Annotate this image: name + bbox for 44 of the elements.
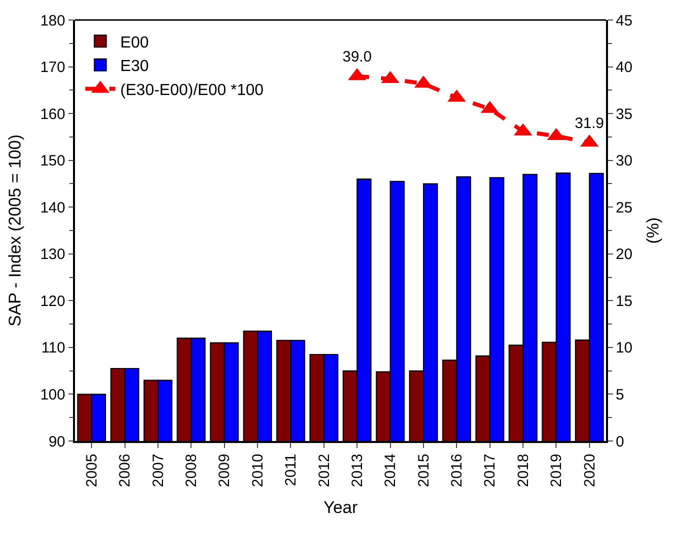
y2-tick-label: 40: [616, 59, 632, 76]
y-tick-label: 180: [40, 12, 66, 30]
y2-tick-label: 0: [616, 433, 624, 450]
y-tick-label: 160: [40, 106, 66, 123]
y2-tick-label: 10: [616, 340, 632, 357]
y-tick-label: 150: [40, 152, 66, 170]
data-label: 39.0: [342, 48, 372, 66]
data-label: 31.9: [574, 114, 604, 132]
x-axis-title: Year: [323, 498, 358, 518]
y2-tick-label: 25: [616, 199, 632, 216]
y-axis-title: SAP - Index (2005 = 100): [5, 134, 24, 327]
x-tick-label: 2018: [514, 454, 532, 488]
x-tick-label: 2008: [183, 454, 200, 488]
x-tick-label: 2013: [348, 454, 366, 488]
y2-tick-label: 45: [616, 12, 632, 30]
legend-label: E30: [120, 58, 149, 76]
y2-tick-label: 15: [616, 292, 632, 310]
y2-tick-label: 20: [616, 246, 632, 264]
x-tick-label: 2006: [116, 454, 134, 488]
x-tick-label: 2014: [382, 454, 400, 488]
y-tick-label: 110: [41, 340, 66, 357]
x-tick-label: 2007: [150, 454, 167, 488]
y2-tick-label: 30: [616, 152, 632, 170]
y2-axis-title: (%): [643, 217, 662, 244]
x-tick-label: 2016: [448, 454, 466, 488]
y2-tick-label: 5: [616, 386, 624, 404]
x-tick-label: 2015: [415, 454, 432, 488]
y-tick-label: 140: [40, 199, 66, 216]
legend-label: (E30-E00)/E00 *100: [120, 82, 264, 99]
y2-tick-label: 35: [616, 106, 632, 123]
x-tick-label: 2011: [282, 454, 300, 486]
y-tick-label: 130: [40, 246, 66, 264]
y-tick-label: 120: [40, 292, 66, 310]
x-tick-label: 2020: [581, 454, 598, 488]
y-tick-label: 100: [40, 386, 66, 404]
x-tick-label: 2017: [482, 454, 499, 488]
y-tick-label: 90: [48, 433, 66, 450]
x-tick-label: 2005: [83, 454, 100, 488]
legend-label: E00: [120, 34, 149, 52]
y-tick-label: 170: [40, 59, 66, 76]
x-tick-label: 2010: [249, 454, 266, 488]
x-tick-label: 2019: [548, 454, 566, 488]
x-tick-label: 2009: [216, 454, 234, 488]
x-tick-label: 2012: [316, 454, 333, 488]
